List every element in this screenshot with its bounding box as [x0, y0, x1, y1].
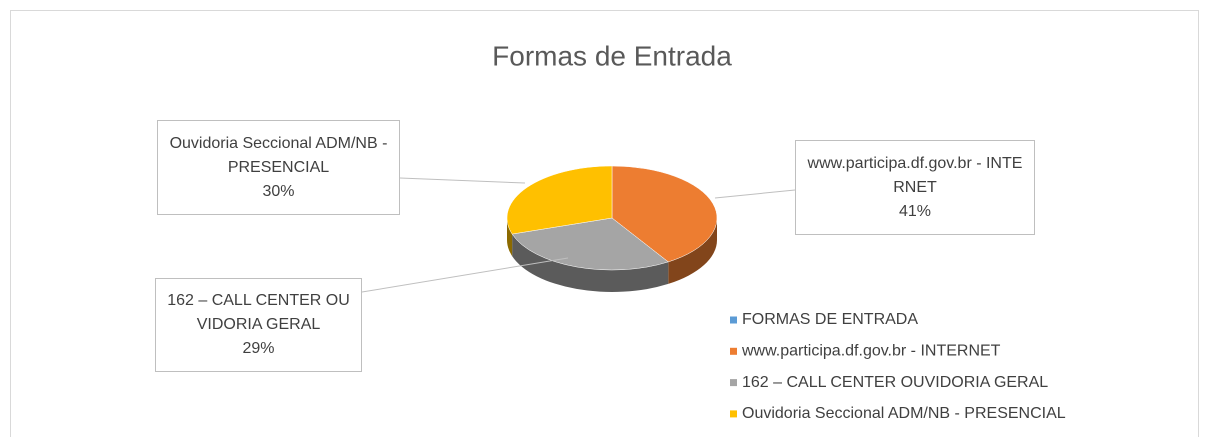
data-label-text: 162 – CALL CENTER OUVIDORIA GERAL 29% — [162, 289, 355, 361]
legend-swatch — [730, 347, 737, 355]
data-label: 162 – CALL CENTER OUVIDORIA GERAL 29% — [155, 278, 362, 372]
label-value: 41% — [898, 202, 932, 220]
label-category: 162 – CALL CENTER OUVIDORIA GERAL — [167, 292, 350, 333]
leader-line — [361, 257, 569, 293]
leader-line — [399, 177, 526, 184]
legend-label: Ouvidoria Seccional ADM/NB - PRESENCIAL — [742, 405, 1066, 422]
leader-line — [714, 189, 796, 199]
slice-side — [507, 218, 513, 257]
slice-side — [668, 218, 718, 284]
data-label-text: Ouvidoria Seccional ADM/NB - PRESENCIAL 3… — [164, 132, 393, 204]
data-label-text: www.participa.df.gov.br - INTERNET 41% — [802, 152, 1028, 224]
pie-top — [506, 165, 718, 271]
legend-swatch — [730, 410, 737, 418]
pie-sides — [507, 218, 718, 293]
slice — [511, 217, 669, 271]
chart-title: Formas de Entrada — [492, 40, 732, 71]
legend-swatch — [730, 316, 737, 324]
slice-side — [512, 234, 669, 293]
data-label: www.participa.df.gov.br - INTERNET 41% — [795, 140, 1035, 235]
label-category: Ouvidoria Seccional ADM/NB - PRESENCIAL — [169, 134, 388, 176]
legend-label: 162 – CALL CENTER OUVIDORIA GERAL — [742, 374, 1048, 391]
data-label: Ouvidoria Seccional ADM/NB - PRESENCIAL 3… — [157, 120, 400, 215]
slice — [611, 165, 718, 263]
chart-border — [10, 10, 1199, 437]
legend-swatch — [730, 379, 737, 387]
label-value: 30% — [262, 182, 295, 200]
legend-label: www.participa.df.gov.br - INTERNET — [741, 343, 1001, 360]
legend-label: FORMAS DE ENTRADA — [742, 311, 918, 328]
label-value: 29% — [242, 340, 275, 357]
slice — [506, 165, 613, 235]
label-category: www.participa.df.gov.br - INTERNET — [807, 154, 1023, 196]
